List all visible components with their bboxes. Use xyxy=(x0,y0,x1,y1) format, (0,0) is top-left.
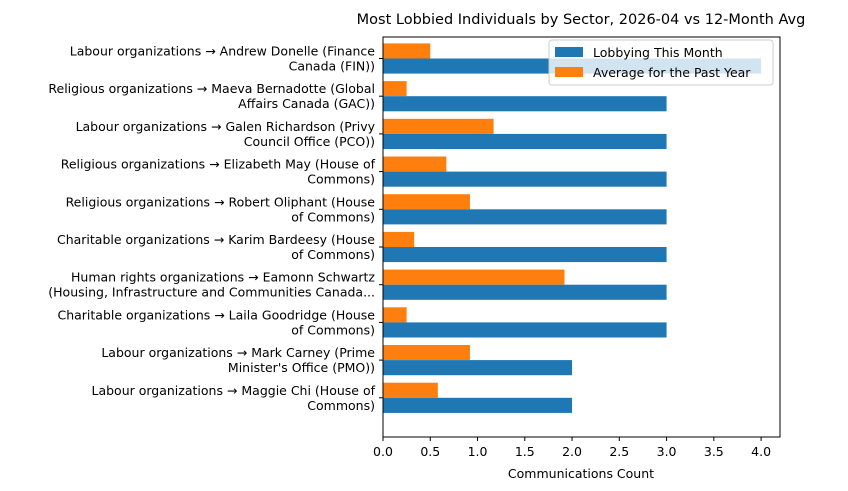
y-tick-label-5: Charitable organizations → Karim Bardees… xyxy=(57,232,375,262)
y-tick-label-2: Labour organizations → Galen Richardson … xyxy=(76,119,376,149)
legend-label-0: Lobbying This Month xyxy=(593,45,723,60)
bar-this-month-8 xyxy=(383,360,573,376)
y-tick-label-7: Charitable organizations → Laila Goodrid… xyxy=(57,307,375,337)
y-tick-label-6: Human rights organizations → Eamonn Schw… xyxy=(48,270,375,300)
bar-average-4 xyxy=(383,194,470,210)
x-tick-label-5: 2.5 xyxy=(609,444,629,459)
bar-average-1 xyxy=(383,81,407,97)
bar-this-month-3 xyxy=(383,171,667,187)
bar-this-month-1 xyxy=(383,96,667,112)
bar-average-8 xyxy=(383,345,470,361)
bar-this-month-2 xyxy=(383,133,667,149)
bar-this-month-5 xyxy=(383,247,667,263)
x-tick-label-3: 1.5 xyxy=(515,444,535,459)
x-tick-label-7: 3.5 xyxy=(704,444,724,459)
y-tick-label-8: Labour organizations → Mark Carney (Prim… xyxy=(101,345,375,375)
x-tick-label-4: 2.0 xyxy=(562,444,582,459)
plot-area: Labour organizations → Andrew Donelle (F… xyxy=(48,36,781,459)
bar-this-month-7 xyxy=(383,322,667,338)
y-tick-label-9: Labour organizations → Maggie Chi (House… xyxy=(91,383,375,413)
bar-average-6 xyxy=(383,269,565,285)
legend: Lobbying This Month Average for the Past … xyxy=(548,39,774,86)
bar-this-month-6 xyxy=(383,284,667,300)
bar-average-3 xyxy=(383,156,447,172)
bar-average-7 xyxy=(383,307,407,323)
x-tick-label-0: 0.0 xyxy=(373,444,393,459)
bar-average-2 xyxy=(383,118,494,134)
bar-average-0 xyxy=(383,43,431,59)
legend-swatch-1 xyxy=(555,67,583,77)
bar-average-5 xyxy=(383,231,415,247)
y-tick-label-0: Labour organizations → Andrew Donelle (F… xyxy=(70,44,376,74)
x-tick-label-1: 0.5 xyxy=(420,444,440,459)
bar-average-9 xyxy=(383,382,438,398)
y-tick-label-3: Religious organizations → Elizabeth May … xyxy=(61,157,376,187)
y-tick-label-4: Religious organizations → Robert Oliphan… xyxy=(66,194,376,224)
chart-title: Most Lobbied Individuals by Sector, 2026… xyxy=(357,12,806,28)
bar-this-month-9 xyxy=(383,397,573,413)
legend-box xyxy=(548,39,774,86)
axes-frame xyxy=(382,36,781,438)
x-tick-label-6: 3.0 xyxy=(657,444,677,459)
bar-this-month-4 xyxy=(383,209,667,225)
legend-swatch-0 xyxy=(555,47,583,57)
x-tick-label-8: 4.0 xyxy=(751,444,771,459)
x-tick-label-2: 1.0 xyxy=(468,444,488,459)
x-axis-label: Communications Count xyxy=(508,466,654,481)
legend-label-1: Average for the Past Year xyxy=(593,65,751,80)
y-tick-label-1: Religious organizations → Maeva Bernadot… xyxy=(48,81,375,111)
